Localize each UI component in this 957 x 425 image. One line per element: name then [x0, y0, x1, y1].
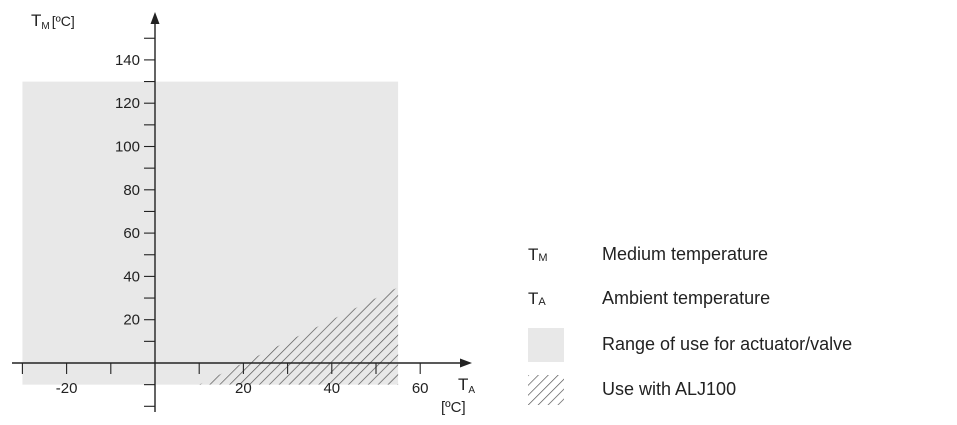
y-axis-label: TM [ºC]	[31, 11, 75, 32]
x-tick-label: 60	[412, 380, 429, 397]
y-tick-label: 60	[123, 225, 140, 242]
y-tick-label: 80	[123, 182, 140, 199]
legend-swatch-hatch	[528, 375, 564, 405]
y-tick-label: 100	[115, 139, 140, 156]
y-axis-arrow	[150, 12, 160, 24]
x-tick-label: -20	[56, 380, 78, 397]
legend-label-ambient-temperature: Ambient temperature	[602, 288, 771, 308]
legend-label-range-of-use: Range of use for actuator/valve	[602, 334, 853, 354]
region-alj100-hatch	[199, 287, 399, 385]
y-tick-label: 40	[123, 268, 140, 285]
y-tick-label: 140	[115, 52, 140, 69]
legend-swatch-gray	[528, 328, 564, 362]
region-range-of-use	[22, 81, 399, 385]
legend-label-alj100: Use with ALJ100	[602, 379, 737, 399]
x-axis-label: TA	[458, 375, 475, 396]
x-tick-label: 20	[235, 380, 252, 397]
y-tick-label: 20	[123, 312, 140, 329]
x-tick-label: 40	[323, 380, 340, 397]
y-tick-label: 120	[115, 95, 140, 112]
legend-label-medium-temperature: Medium temperature	[602, 244, 769, 264]
x-axis-arrow	[460, 358, 472, 368]
x-axis-unit: [ºC]	[441, 399, 466, 416]
